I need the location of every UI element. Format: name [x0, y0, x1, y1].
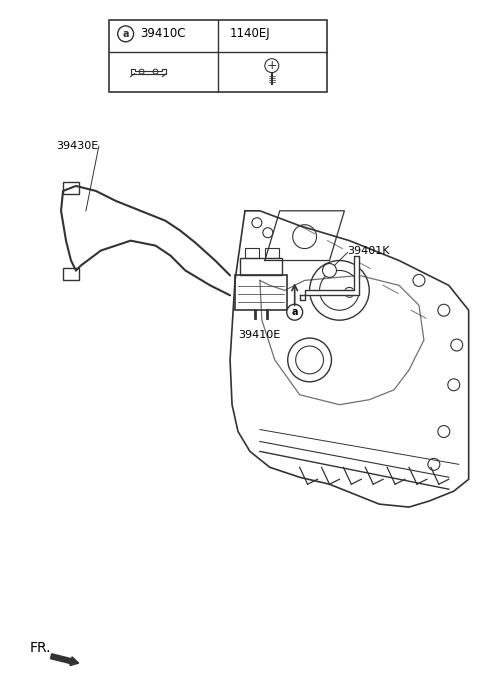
Bar	[63, 269, 79, 281]
Circle shape	[438, 426, 450, 438]
Circle shape	[287, 304, 302, 320]
Circle shape	[323, 263, 336, 277]
Circle shape	[139, 69, 144, 74]
Circle shape	[296, 346, 324, 374]
Bar	[109, 20, 327, 92]
Circle shape	[252, 218, 262, 228]
Polygon shape	[300, 256, 360, 300]
Circle shape	[344, 288, 354, 298]
Circle shape	[448, 379, 460, 391]
Circle shape	[413, 274, 425, 286]
Circle shape	[293, 225, 316, 248]
Bar	[245, 248, 259, 258]
Circle shape	[320, 270, 360, 310]
Text: 39401K: 39401K	[348, 246, 390, 256]
Circle shape	[451, 339, 463, 351]
Text: 1140EJ: 1140EJ	[230, 27, 271, 41]
Text: +: +	[266, 60, 277, 72]
Bar	[240, 258, 282, 275]
Bar	[265, 248, 279, 258]
Circle shape	[310, 260, 369, 320]
Circle shape	[263, 228, 273, 238]
Circle shape	[265, 59, 279, 73]
Bar	[235, 275, 287, 310]
Text: a: a	[291, 307, 298, 317]
Text: 39410E: 39410E	[238, 330, 280, 340]
Text: a: a	[122, 29, 129, 38]
Bar	[63, 182, 79, 194]
Text: 39430E: 39430E	[56, 141, 98, 151]
FancyArrow shape	[50, 654, 79, 666]
Text: 39410C: 39410C	[141, 27, 186, 41]
Circle shape	[428, 458, 440, 470]
Circle shape	[438, 304, 450, 316]
Text: FR.: FR.	[29, 641, 51, 655]
Circle shape	[288, 338, 332, 382]
Circle shape	[118, 26, 133, 42]
Circle shape	[153, 69, 158, 74]
